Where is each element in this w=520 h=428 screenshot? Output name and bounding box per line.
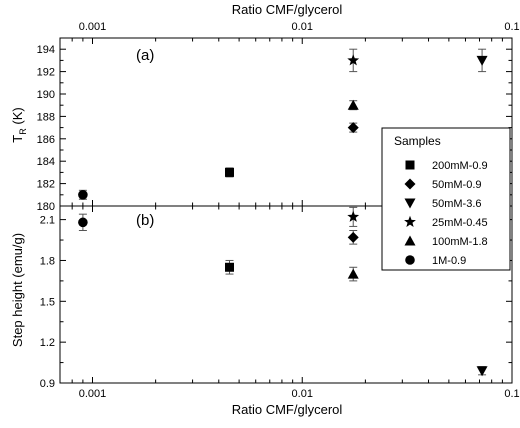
legend-entry-50mM-0.9: 50mM-0.9	[404, 178, 482, 191]
panel-b-tag: (b)	[136, 212, 154, 229]
legend-label: 1M-0.9	[432, 255, 466, 267]
top-x-tick-label: 0.001	[79, 21, 107, 33]
legend-box	[381, 127, 511, 271]
bottom-x-tick-label: 0.01	[292, 388, 313, 400]
marker-star	[347, 54, 360, 66]
legend-label: 50mM-3.6	[432, 198, 482, 210]
marker-star	[347, 210, 360, 222]
panel-b-y-axis-title: Step height (emu/g)	[10, 233, 25, 347]
panel-a-y-tick-label: 192	[37, 67, 55, 79]
panel-a-point-25mM-0.45	[347, 48, 360, 73]
legend-entry-1M-0.9: 1M-0.9	[405, 255, 466, 267]
legend-marker-star	[404, 215, 416, 228]
marker-triangle-up	[347, 268, 359, 279]
marker-diamond	[347, 122, 359, 134]
panel-b-point-25mM-0.45	[347, 206, 360, 227]
panel-b-point-50mM-0.9	[347, 230, 359, 245]
top-x-tick-label: 0.1	[504, 21, 519, 33]
panel-a-y-tick-label: 190	[37, 89, 55, 101]
panel-a-y-axis-title-unit: (K)	[10, 107, 25, 128]
panel-a-point-100mM-1.8	[347, 99, 359, 111]
panel-a-point-50mM-3.6	[476, 48, 488, 73]
legend-entry-50mM-3.6: 50mM-3.6	[404, 198, 482, 210]
panel-a-point-50mM-0.9	[347, 122, 359, 134]
legend-marker-triangle-up	[404, 235, 416, 246]
panel-a-point-1M-0.9	[78, 189, 88, 200]
panel-b-point-50mM-3.6	[476, 366, 488, 377]
top-x-tick-label: 0.01	[292, 21, 313, 33]
panel-b-y-tick-label: 1.8	[40, 255, 55, 267]
panel-b-y-tick-label: 0.9	[40, 378, 55, 390]
legend-label: 200mM-0.9	[432, 160, 488, 172]
panel-b-y-tick-label: 1.5	[40, 296, 55, 308]
panel-a-tag: (a)	[136, 47, 154, 64]
legend-entry-25mM-0.45: 25mM-0.45	[404, 215, 488, 229]
top-x-axis-title: Ratio CMF/glycerol	[232, 2, 343, 17]
legend-label: 25mM-0.45	[432, 217, 488, 229]
legend-label: 50mM-0.9	[432, 179, 482, 191]
panel-b-y-tick-label: 2.1	[40, 215, 55, 227]
panel-b-point-100mM-1.8	[347, 266, 359, 282]
bottom-x-tick-label: 0.1	[504, 388, 519, 400]
legend: Samples 200mM-0.9 50mM-0.9 50mM-3.6 25mM-0.4…	[381, 127, 511, 271]
marker-triangle-down	[476, 366, 488, 377]
bottom-x-axis-title: Ratio CMF/glycerol	[232, 402, 343, 417]
panel-a-y-tick-label: 182	[37, 179, 55, 191]
panel-b-point-200mM-0.9	[225, 259, 235, 275]
panel-a-y-axis-title-sub: R	[18, 128, 28, 135]
legend-marker-diamond	[404, 178, 416, 190]
panel-a-point-200mM-0.9	[225, 167, 235, 178]
panel-b-point-1M-0.9	[78, 213, 88, 232]
panel-a-y-tick-label: 194	[37, 44, 55, 56]
bottom-x-tick-label: 0.001	[79, 388, 107, 400]
panel-a-y-tick-label: 180	[37, 201, 55, 213]
panel-a-y-tick-label: 184	[37, 156, 55, 168]
marker-triangle-up	[347, 99, 359, 110]
panel-a-y-axis-title: TR (K)	[10, 107, 28, 142]
panel-b-frame	[59, 205, 513, 384]
legend-marker-square	[405, 160, 415, 170]
panel-a-y-tick-label: 186	[37, 134, 55, 146]
legend-title: Samples	[394, 134, 441, 148]
marker-diamond	[347, 231, 359, 243]
marker-square	[225, 262, 235, 272]
panel-b-y-tick-label: 1.2	[40, 337, 55, 349]
legend-marker-triangle-down	[404, 198, 416, 209]
marker-square	[225, 167, 235, 177]
legend-entry-200mM-0.9: 200mM-0.9	[405, 160, 488, 172]
marker-circle	[78, 217, 88, 228]
panel-a-y-tick-label: 188	[37, 111, 55, 123]
marker-triangle-down	[476, 55, 488, 66]
panel-a-y-axis-title-main: T	[10, 135, 25, 143]
legend-marker-circle	[405, 255, 415, 265]
legend-label: 100mM-1.8	[432, 236, 488, 248]
marker-circle	[78, 190, 88, 200]
legend-entry-100mM-1.8: 100mM-1.8	[404, 235, 488, 248]
